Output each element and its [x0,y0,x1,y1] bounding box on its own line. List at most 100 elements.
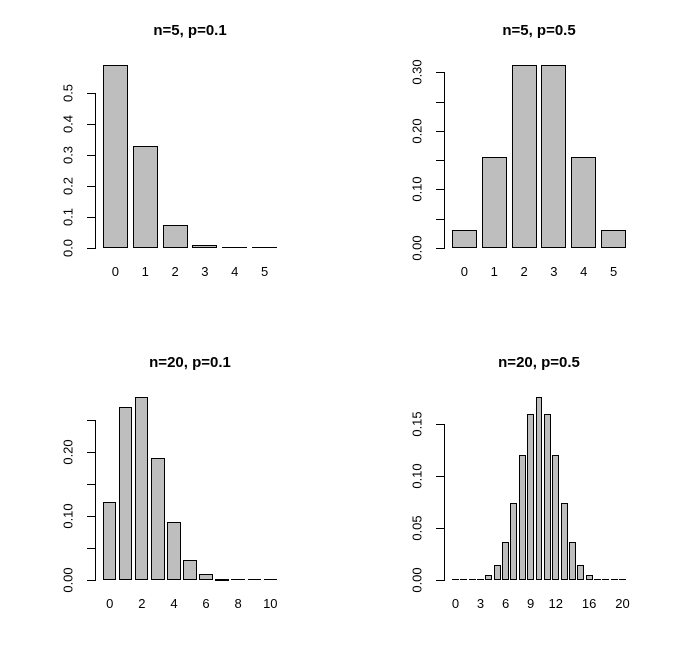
x-axis-tick-label: 0 [111,264,120,279]
bar [452,579,459,580]
x-axis-tick-label: 3 [476,596,485,611]
y-axis-tick-label: 0.3 [60,146,76,165]
bar [452,229,477,248]
chart-title: n=5, p=0.1 [153,22,227,39]
y-axis-tick-label: 0.05 [409,515,425,541]
bar [619,579,626,580]
bar [552,455,560,580]
y-axis-tick [436,476,444,478]
y-axis-tick [87,419,95,421]
bar [192,245,218,248]
bar [585,575,593,580]
bar [103,65,128,248]
x-axis-tick-label: 10 [263,596,278,611]
bar [502,541,510,580]
chart-title: n=20, p=0.1 [149,354,231,371]
y-axis-tick [87,93,95,95]
y-axis-line [95,93,96,249]
bar [103,502,117,580]
y-axis-tick [436,580,444,581]
chart-panel-2: n=20, p=0.1 0.00 0.10 0.20 0 2 4 6 8 10 [0,332,349,664]
bar [468,579,476,580]
bar [511,65,537,248]
chart-title: n=20, p=0.5 [498,354,580,371]
bar [119,406,133,580]
y-axis-tick [436,189,444,191]
x-axis-tick-label: 12 [548,596,563,611]
bar [215,578,229,581]
bar [183,559,197,580]
bar [527,413,535,580]
chart-panel-0: n=5, p=0.1 0.0 0.1 0.2 0.3 0.4 0.5 0 1 2 3 4 5 [0,0,349,332]
y-axis-tick [436,424,444,426]
y-axis-tick-label: 0.2 [60,177,76,196]
bar [601,229,626,248]
y-axis-tick [87,155,95,157]
bar [135,397,149,580]
y-axis-tick [436,72,444,74]
y-axis-tick [436,130,444,132]
x-axis-tick-label: 5 [609,264,618,279]
y-axis-tick-label: 0.00 [409,235,425,261]
bar [593,579,601,580]
x-axis-tick-label: 3 [550,264,558,279]
y-axis-tick [436,218,444,220]
y-axis-line [95,419,96,581]
y-axis-line [444,424,445,581]
y-axis-tick [87,451,95,453]
bar [610,579,618,580]
bar [577,564,585,580]
y-axis-tick-label: 0.1 [60,207,76,227]
bar [560,503,568,580]
bar [481,156,507,248]
x-axis-tick-label: 2 [520,264,528,279]
y-axis-tick-label: 0.15 [409,411,425,437]
bar [518,455,526,580]
y-axis-tick-label: 0.00 [409,567,425,593]
x-axis-tick-label: 3 [201,264,209,279]
x-axis-tick-label: 6 [202,596,210,611]
y-axis-tick [87,580,95,581]
bar [510,503,518,580]
bar [541,65,567,248]
x-axis-tick-label: 2 [138,596,146,611]
y-axis-tick [87,483,95,485]
x-axis-tick-label: 4 [170,596,178,611]
y-axis-tick-label: 0.10 [60,503,76,529]
bar [247,579,261,580]
x-axis-tick-label: 5 [260,264,269,279]
bar [460,579,468,580]
bar [543,413,551,580]
x-axis-tick-label: 4 [231,264,239,279]
y-axis-tick [436,528,444,530]
x-axis-tick-label: 20 [615,596,630,611]
y-axis-tick-label: 0.4 [60,115,76,134]
y-axis-tick-label: 0.00 [60,567,76,593]
y-axis-tick [87,186,95,188]
bar [252,247,277,248]
y-axis-tick-label: 0.30 [409,59,425,86]
y-axis-tick [436,160,444,162]
bar [602,579,610,580]
bar [199,574,213,580]
y-axis-tick [436,248,444,249]
bar [493,564,501,580]
y-axis-tick [87,124,95,126]
x-axis-tick-label: 0 [451,596,460,611]
bar [132,146,158,248]
y-axis-tick-label: 0.0 [60,238,76,258]
y-axis-tick [87,515,95,517]
bar [535,397,543,580]
bar [568,541,576,580]
y-axis-tick-label: 0.20 [60,439,76,465]
x-axis-tick-label: 0 [106,596,114,611]
x-axis-tick-label: 4 [580,264,588,279]
x-axis-tick-label: 9 [527,596,535,611]
x-axis-tick-label: 0 [460,264,469,279]
bar [263,579,277,580]
bar [222,247,248,248]
x-axis-tick-label: 1 [141,264,149,279]
chart-panel-3: n=20, p=0.5 0.00 0.05 0.10 0.15 0 3 6 9 12 16 20 [349,332,698,664]
bar [485,575,493,580]
